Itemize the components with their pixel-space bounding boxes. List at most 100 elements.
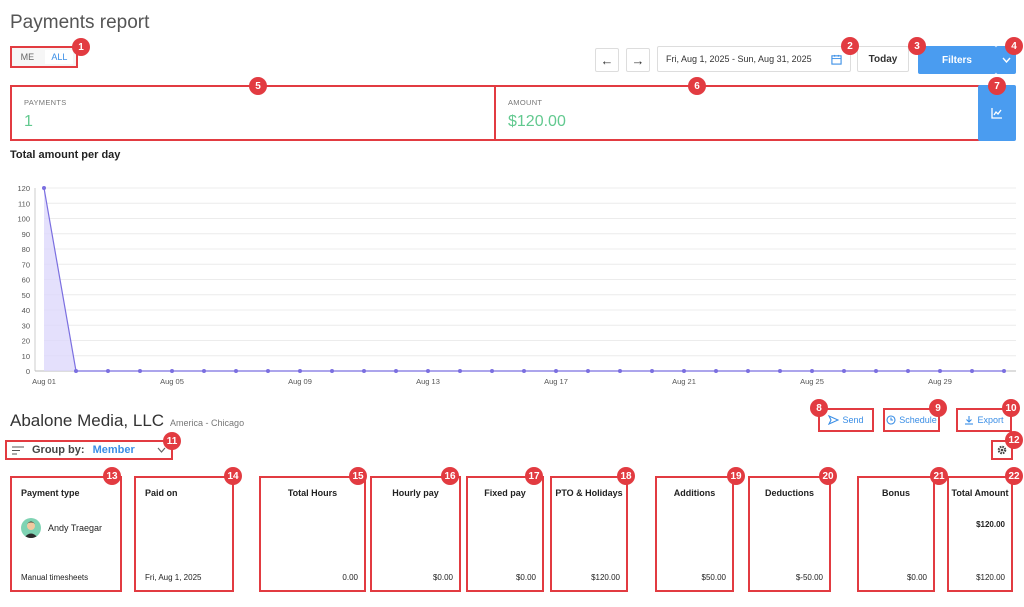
toggle-all[interactable]: ALL xyxy=(45,50,74,64)
table-column-2: Paid on Fri, Aug 1, 2025 xyxy=(134,476,234,592)
org-timezone: America - Chicago xyxy=(170,418,245,428)
badge-1: 1 xyxy=(72,38,90,56)
amount-stat-value: $120.00 xyxy=(508,113,566,130)
group-by-label: Group by: xyxy=(32,444,85,456)
gear-icon xyxy=(997,445,1007,455)
y-tick-label: 40 xyxy=(22,306,30,315)
data-point xyxy=(682,369,686,373)
badge-2: 2 xyxy=(841,37,859,55)
x-tick-label: Aug 01 xyxy=(32,377,56,386)
column-header[interactable]: Hourly pay xyxy=(392,488,439,498)
x-tick-label: Aug 25 xyxy=(800,377,824,386)
badge-6: 6 xyxy=(688,77,706,95)
column-header[interactable]: Payment type xyxy=(21,488,80,498)
x-tick-label: Aug 13 xyxy=(416,377,440,386)
amount-stat-label: AMOUNT xyxy=(508,98,543,107)
x-tick-label: Aug 05 xyxy=(160,377,184,386)
column-header[interactable]: Total Hours xyxy=(287,488,338,498)
data-point xyxy=(906,369,910,373)
column-header[interactable]: PTO & Holidays xyxy=(555,488,623,498)
toggle-me[interactable]: ME xyxy=(20,52,35,62)
line-chart-icon xyxy=(991,108,1002,119)
y-tick-label: 100 xyxy=(17,215,30,224)
next-arrow-icon[interactable]: → xyxy=(626,48,650,72)
badge-7: 7 xyxy=(988,77,1006,95)
column-header[interactable]: Deductions xyxy=(764,488,814,498)
data-point xyxy=(330,369,334,373)
today-button[interactable]: Today xyxy=(857,46,909,72)
schedule-label: Schedule xyxy=(899,415,937,425)
export-button[interactable]: Export xyxy=(956,408,1012,432)
data-point xyxy=(746,369,750,373)
badge-11: 11 xyxy=(163,432,181,450)
data-point xyxy=(298,369,302,373)
table-cell: $-50.00 xyxy=(795,573,823,582)
data-point xyxy=(810,369,814,373)
badge-14: 14 xyxy=(224,467,242,485)
prev-arrow-icon[interactable]: ← xyxy=(595,48,619,72)
total-amount-chart: 0 10 20 30 40 50 60 70 80 90 100 110 120 Aug 01 Aug 05… xyxy=(17,184,1016,386)
group-by-select[interactable]: Group by: Member xyxy=(5,440,173,460)
x-tick-label: Aug 29 xyxy=(928,377,952,386)
table-column-8: Deductions $-50.00 xyxy=(748,476,831,592)
table-cell: $120.00 xyxy=(976,573,1005,582)
badge-10: 10 xyxy=(1002,399,1020,417)
table-cell: $0.00 xyxy=(432,573,453,582)
table-column-1: Payment type Manual timesheets Andy Traega… xyxy=(10,476,122,592)
data-point xyxy=(362,369,366,373)
data-point xyxy=(394,369,398,373)
badge-20: 20 xyxy=(819,467,837,485)
member-name: Andy Traegar xyxy=(48,523,103,533)
badge-21: 21 xyxy=(930,467,948,485)
member-row[interactable]: Andy Traegar xyxy=(21,518,102,538)
payments-stat-label: PAYMENTS xyxy=(24,98,67,107)
table-column-4: Hourly pay $0.00 xyxy=(370,476,461,592)
data-point xyxy=(714,369,718,373)
table-cell: $0.00 xyxy=(906,573,927,582)
badge-12: 12 xyxy=(1005,431,1023,449)
chevron-down-icon xyxy=(1001,57,1011,63)
y-tick-label: 90 xyxy=(22,230,30,239)
y-tick-label: 30 xyxy=(22,321,30,330)
column-header[interactable]: Additions xyxy=(673,488,716,498)
badge-15: 15 xyxy=(349,467,367,485)
x-tick-label: Aug 09 xyxy=(288,377,312,386)
badge-22: 22 xyxy=(1005,467,1023,485)
data-point xyxy=(778,369,782,373)
y-tick-label: 60 xyxy=(22,276,30,285)
column-header[interactable]: Total Amount xyxy=(951,488,1009,498)
column-header[interactable]: Fixed pay xyxy=(484,488,526,498)
schedule-button[interactable]: Schedule xyxy=(883,408,940,432)
data-point xyxy=(618,369,622,373)
table-cell: Fri, Aug 1, 2025 xyxy=(145,573,202,582)
y-tick-label: 0 xyxy=(26,367,30,376)
download-icon xyxy=(965,416,974,425)
column-header[interactable]: Paid on xyxy=(145,488,178,498)
calendar-icon xyxy=(831,54,842,65)
chart-title: Total amount per day xyxy=(10,149,121,161)
badge-8: 8 xyxy=(810,399,828,417)
badge-16: 16 xyxy=(441,467,459,485)
y-tick-label: 70 xyxy=(22,260,30,269)
table-cell: 0.00 xyxy=(342,573,358,582)
settings-button[interactable] xyxy=(991,440,1013,460)
badge-18: 18 xyxy=(617,467,635,485)
date-range-picker[interactable]: Fri, Aug 1, 2025 - Sun, Aug 31, 2025 xyxy=(657,46,851,72)
x-tick-label: Aug 17 xyxy=(544,377,568,386)
date-range-label: Fri, Aug 1, 2025 - Sun, Aug 31, 2025 xyxy=(666,54,812,64)
data-point xyxy=(138,369,142,373)
avatar xyxy=(21,518,41,538)
data-point xyxy=(234,369,238,373)
send-button[interactable]: Send xyxy=(818,408,874,432)
table-column-5: Fixed pay $0.00 xyxy=(466,476,544,592)
export-label: Export xyxy=(977,415,1004,425)
column-header[interactable]: Bonus xyxy=(882,488,910,498)
page-title: Payments report xyxy=(10,12,150,33)
filters-button[interactable]: Filters xyxy=(918,46,996,74)
table-column-9: Bonus $0.00 xyxy=(857,476,935,592)
y-tick-label: 80 xyxy=(22,245,30,254)
data-point xyxy=(1002,369,1006,373)
data-point xyxy=(650,369,654,373)
table-cell: Manual timesheets xyxy=(21,573,89,582)
badge-19: 19 xyxy=(727,467,745,485)
